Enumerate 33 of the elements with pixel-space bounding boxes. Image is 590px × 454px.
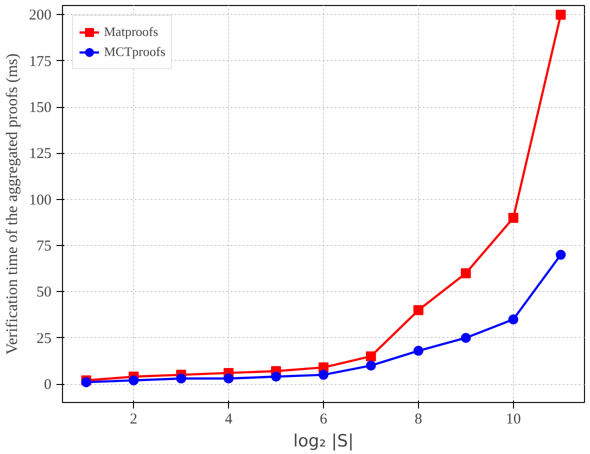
point — [176, 374, 186, 384]
point — [413, 305, 424, 316]
y-tick-label: 25 — [36, 330, 52, 347]
y-tick-label: 75 — [36, 238, 52, 255]
x-tick-label: 2 — [130, 412, 138, 428]
point — [366, 360, 376, 371]
point — [460, 268, 471, 278]
x-tick-label: 6 — [320, 412, 328, 428]
y-tick-label: 125 — [29, 146, 52, 162]
point — [224, 374, 234, 384]
y-tick-label: 200 — [29, 8, 52, 24]
legend-label: MCTproofs — [104, 44, 166, 60]
y-tick-label: 175 — [29, 54, 52, 70]
point — [413, 346, 424, 356]
legend-label: Matproofs — [104, 24, 158, 40]
point — [128, 375, 139, 386]
y-tick-label: 50 — [36, 284, 52, 301]
point — [508, 212, 518, 223]
x-axis-title: log₂ |S| — [293, 432, 354, 452]
point — [556, 10, 566, 20]
x-tick-label: 8 — [414, 412, 422, 428]
point — [556, 250, 566, 260]
y-tick-label: 0 — [44, 377, 52, 394]
point — [508, 314, 518, 324]
point — [366, 351, 376, 362]
x-tick-label: 10 — [506, 412, 521, 428]
point — [271, 372, 282, 382]
x-tick-label: 4 — [224, 412, 233, 428]
point — [318, 370, 328, 380]
y-axis-title: Verification time of the aggregated proofs (ms) — [4, 53, 21, 355]
y-tick-label: 150 — [29, 100, 52, 116]
y-tick-label: 100 — [29, 192, 52, 208]
point — [460, 332, 471, 343]
